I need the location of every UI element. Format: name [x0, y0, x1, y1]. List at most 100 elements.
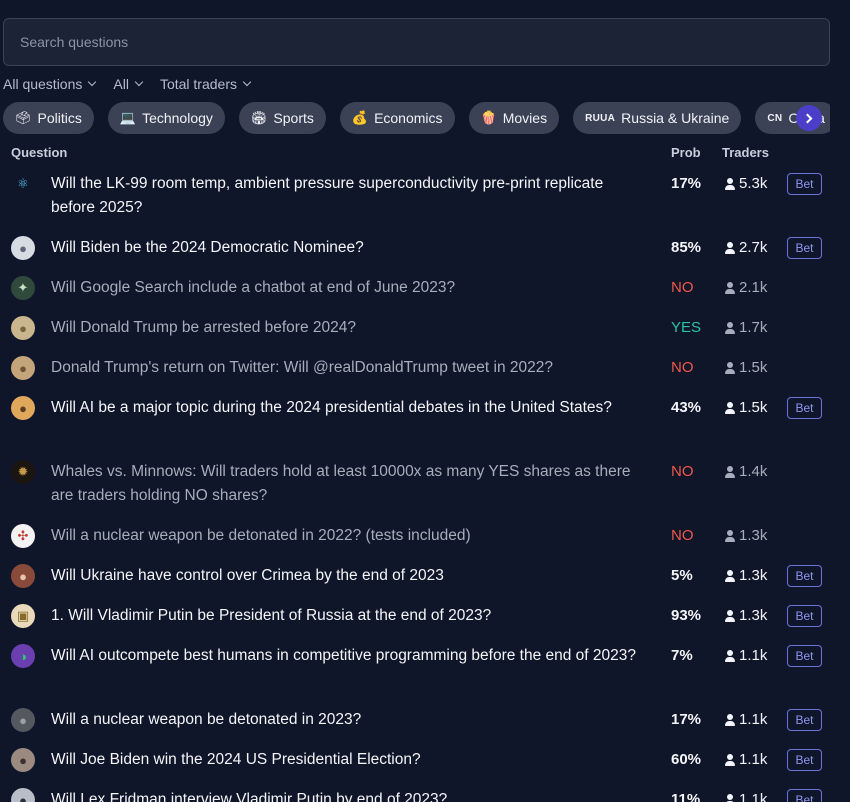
table-row[interactable]: ● Will a nuclear weapon be detonated in 2…	[0, 704, 850, 744]
question-link[interactable]: Whales vs. Minnows: Will traders hold at…	[51, 463, 631, 504]
avatar[interactable]: ●	[11, 748, 35, 772]
header-traders[interactable]: Traders	[722, 145, 769, 160]
scroll-right-button[interactable]	[796, 105, 822, 131]
traders-value: 2.1k	[739, 279, 768, 296]
avatar[interactable]: ✦	[11, 276, 35, 300]
search-input[interactable]	[20, 34, 813, 50]
user-icon	[724, 178, 736, 190]
bet-button[interactable]: Bet	[787, 709, 822, 731]
avatar[interactable]: ✣	[11, 524, 35, 548]
category-label: Technology	[142, 110, 213, 126]
question-link[interactable]: Will AI be a major topic during the 2024…	[51, 399, 612, 416]
table-row[interactable]: ● Will Joe Biden win the 2024 US Presiden…	[0, 744, 850, 784]
question-link[interactable]: Donald Trump's return on Twitter: Will @…	[51, 359, 553, 376]
question-link[interactable]: 1. Will Vladimir Putin be President of R…	[51, 607, 492, 624]
category-chip[interactable]: RUUA Russia & Ukraine	[573, 102, 742, 134]
ballot-box-icon: 🗳	[15, 110, 32, 125]
traders-value: 1.1k	[739, 791, 768, 802]
bet-button[interactable]: Bet	[787, 645, 822, 667]
user-icon	[724, 322, 736, 334]
question-list: ⚛ Will the LK-99 room temp, ambient press…	[0, 168, 850, 802]
table-row[interactable]: ● Will Donald Trump be arrested before 20…	[0, 312, 850, 352]
probability-value: 17%	[671, 175, 702, 192]
table-header: Question Prob Traders	[0, 145, 850, 163]
traders-value: 1.4k	[739, 463, 768, 480]
avatar[interactable]: ●	[11, 356, 35, 380]
category-chip[interactable]: 💰 Economics	[339, 102, 455, 134]
table-row[interactable]: ✦ Will Google Search include a chatbot at…	[0, 272, 850, 312]
table-row[interactable]: ● Will Biden be the 2024 Democratic Nomin…	[0, 232, 850, 272]
question-link[interactable]: Will Lex Fridman interview Vladimir Puti…	[51, 791, 448, 802]
table-row[interactable]: ▣ 1. Will Vladimir Putin be President of …	[0, 600, 850, 640]
user-icon	[724, 714, 736, 726]
question-link[interactable]: Will Joe Biden win the 2024 US President…	[51, 751, 421, 768]
category-chip[interactable]: 🗳 Politics	[3, 102, 94, 134]
filter-total-traders[interactable]: Total traders	[160, 74, 252, 94]
probability-value: 93%	[671, 607, 702, 624]
chevron-right-icon	[802, 113, 813, 123]
avatar[interactable]: ●	[11, 236, 35, 260]
bet-button[interactable]: Bet	[787, 397, 822, 419]
probability-value: 11%	[671, 791, 701, 802]
traders-value: 1.3k	[739, 567, 768, 584]
avatar[interactable]: ⚛	[11, 172, 35, 196]
table-row[interactable]: ✣ Will a nuclear weapon be detonated in 2…	[0, 520, 850, 560]
filter-all-questions[interactable]: All questions	[3, 74, 97, 94]
question-link[interactable]: Will a nuclear weapon be detonated in 20…	[51, 711, 362, 728]
table-row[interactable]: ◑ Will AI outcompete best humans in compe…	[0, 640, 850, 704]
question-link[interactable]: Will Donald Trump be arrested before 202…	[51, 319, 356, 336]
avatar[interactable]: ●	[11, 564, 35, 588]
table-row[interactable]: ● Will Lex Fridman interview Vladimir Put…	[0, 784, 850, 802]
header-prob[interactable]: Prob	[671, 145, 701, 160]
bet-button[interactable]: Bet	[787, 789, 822, 802]
table-row[interactable]: ⚛ Will the LK-99 room temp, ambient press…	[0, 168, 850, 232]
traders-count: 1.3k	[724, 524, 767, 548]
filter-all[interactable]: All	[113, 74, 144, 94]
traders-value: 1.1k	[739, 647, 768, 664]
category-chip[interactable]: 🍿 Movies	[468, 102, 560, 134]
traders-count: 1.7k	[724, 316, 767, 340]
avatar[interactable]: ●	[11, 396, 35, 420]
bet-button[interactable]: Bet	[787, 749, 822, 771]
probability-value: 7%	[671, 647, 693, 664]
avatar[interactable]: ◑	[11, 644, 35, 668]
question-link[interactable]: Will AI outcompete best humans in compet…	[51, 647, 637, 664]
probability-value: 43%	[671, 399, 702, 416]
question-link[interactable]: Will Google Search include a chatbot at …	[51, 279, 456, 296]
laptop-icon: 💻	[119, 110, 137, 125]
traders-count: 2.7k	[724, 236, 767, 260]
bet-button[interactable]: Bet	[787, 173, 822, 195]
question-link[interactable]: Will a nuclear weapon be detonated in 20…	[51, 527, 471, 544]
category-label: Movies	[502, 110, 548, 126]
user-icon	[724, 754, 736, 766]
chevron-down-icon	[134, 77, 144, 87]
bet-button[interactable]: Bet	[787, 237, 822, 259]
money-bag-icon: 💰	[351, 110, 369, 125]
avatar[interactable]: ●	[11, 788, 35, 802]
question-link[interactable]: Will Biden be the 2024 Democratic Nomine…	[51, 239, 364, 256]
user-icon	[724, 402, 736, 414]
avatar[interactable]: ▣	[11, 604, 35, 628]
filter-label: All questions	[3, 76, 83, 92]
header-question[interactable]: Question	[11, 145, 68, 160]
user-icon	[724, 362, 736, 374]
table-row[interactable]: ● Will AI be a major topic during the 202…	[0, 392, 850, 456]
question-link[interactable]: Will the LK-99 room temp, ambient pressu…	[51, 175, 604, 216]
avatar[interactable]: ●	[11, 316, 35, 340]
table-row[interactable]: ● Donald Trump's return on Twitter: Will …	[0, 352, 850, 392]
user-icon	[724, 282, 736, 294]
traders-value: 2.7k	[739, 239, 768, 256]
traders-value: 1.3k	[739, 607, 768, 624]
category-chip[interactable]: 💻 Technology	[107, 102, 225, 134]
bet-button[interactable]: Bet	[787, 565, 822, 587]
search-bar[interactable]	[3, 18, 830, 66]
avatar[interactable]: ✹	[11, 460, 35, 484]
table-row[interactable]: ✹ Whales vs. Minnows: Will traders hold a…	[0, 456, 850, 520]
bet-button[interactable]: Bet	[787, 605, 822, 627]
table-row[interactable]: ● Will Ukraine have control over Crimea b…	[0, 560, 850, 600]
question-link[interactable]: Will Ukraine have control over Crimea by…	[51, 567, 444, 584]
traders-count: 1.1k	[724, 644, 767, 668]
traders-count: 5.3k	[724, 172, 767, 196]
category-chip[interactable]: 🏟 Sports	[238, 102, 326, 134]
avatar[interactable]: ●	[11, 708, 35, 732]
